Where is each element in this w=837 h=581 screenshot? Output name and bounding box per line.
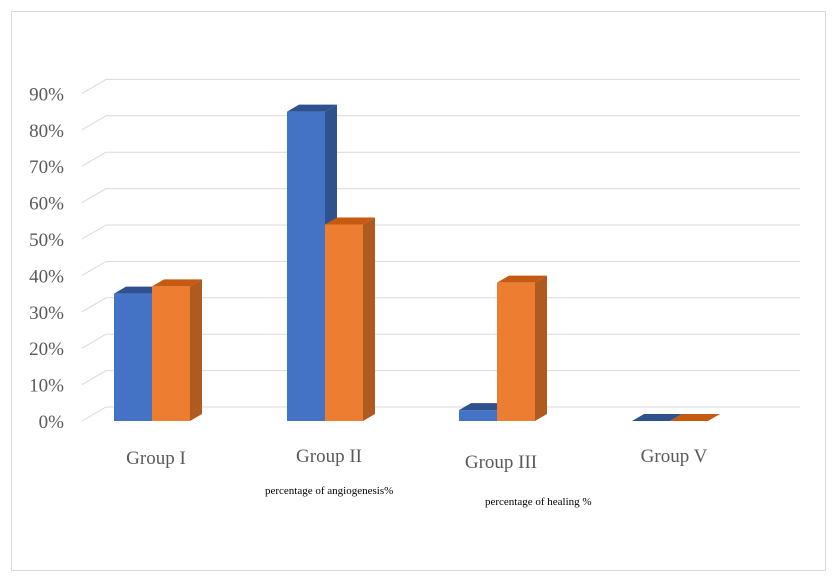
bar-top <box>152 279 202 287</box>
bar-angiogenesis-3 <box>632 414 682 421</box>
legend: percentage of angiogenesis% percentage of… <box>265 485 592 508</box>
gridline-depth <box>81 260 107 276</box>
bars <box>114 104 720 421</box>
bar-front <box>114 293 152 421</box>
bar-front <box>325 224 363 421</box>
y-tick-label: 10% <box>29 376 64 397</box>
bar-top <box>114 286 164 294</box>
y-tick-label: 80% <box>29 121 64 142</box>
gridline-depth <box>81 151 107 167</box>
bar-front <box>287 111 325 421</box>
y-tick-label: 70% <box>29 157 64 178</box>
bar-healing-2 <box>497 275 547 421</box>
bar-side <box>190 279 202 421</box>
y-tick-label: 30% <box>29 303 64 324</box>
gridline-depth <box>81 78 107 94</box>
y-tick-label: 0% <box>39 412 65 433</box>
legend-entry: percentage of angiogenesis% <box>265 485 393 497</box>
gridline-depth <box>81 406 107 422</box>
bar-side <box>363 217 375 421</box>
bar-top <box>459 403 509 411</box>
gridline-depth <box>81 224 107 240</box>
bar-healing-0 <box>152 279 202 421</box>
bar-healing-3 <box>670 414 720 421</box>
x-category-label: Group I <box>126 448 186 469</box>
legend-entry: percentage of healing % <box>485 496 592 508</box>
gridline-depth <box>81 297 107 313</box>
bar-side <box>535 275 547 421</box>
x-axis: Group I Group II Group III Group V <box>126 446 707 473</box>
gridline-depth <box>81 188 107 204</box>
bar-top <box>632 414 682 421</box>
gridline-depth <box>81 115 107 131</box>
y-tick-label: 90% <box>29 84 64 105</box>
bar-front <box>497 282 535 421</box>
bar-front <box>152 286 190 421</box>
y-tick-label: 20% <box>29 339 64 360</box>
gridlines <box>81 78 800 422</box>
bar-top <box>497 275 547 283</box>
bar-front <box>459 410 497 421</box>
bar-top <box>287 104 337 112</box>
bar-top <box>325 217 375 225</box>
x-category-label: Group V <box>641 446 708 467</box>
x-category-label: Group III <box>465 452 537 473</box>
bar-top <box>670 414 720 421</box>
y-tick-label: 60% <box>29 194 64 215</box>
gridline-depth <box>81 333 107 349</box>
y-tick-label: 40% <box>29 266 64 287</box>
x-category-label: Group II <box>296 446 362 467</box>
y-tick-label: 50% <box>29 230 64 251</box>
bar-healing-1 <box>325 217 375 421</box>
gridline-depth <box>81 370 107 386</box>
y-axis: 0% 10% 20% 30% 40% 50% 60% 70% 80% 90% <box>29 84 64 433</box>
